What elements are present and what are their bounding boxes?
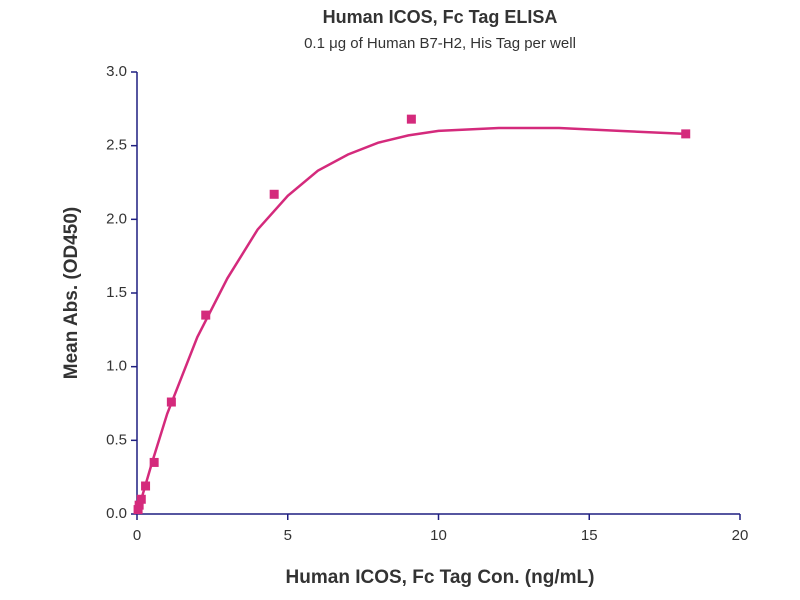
x-axis-label: Human ICOS, Fc Tag Con. (ng/mL) bbox=[286, 567, 595, 588]
data-point bbox=[406, 114, 416, 124]
y-tick-label: 0.5 bbox=[106, 431, 127, 448]
y-tick-label: 1.0 bbox=[106, 358, 127, 375]
data-point bbox=[201, 310, 211, 320]
x-tick-label: 10 bbox=[430, 527, 447, 544]
data-point bbox=[134, 500, 144, 510]
x-tick-label: 5 bbox=[284, 527, 292, 544]
y-tick-label: 3.0 bbox=[106, 63, 127, 80]
y-tick-label: 2.0 bbox=[106, 210, 127, 227]
chart-subtitle: 0.1 μg of Human B7-H2, His Tag per well bbox=[304, 35, 576, 52]
data-point bbox=[136, 494, 146, 504]
chart-title: Human ICOS, Fc Tag ELISA bbox=[323, 7, 558, 27]
x-tick-label: 0 bbox=[133, 527, 141, 544]
y-tick-label: 0.0 bbox=[106, 505, 127, 522]
y-tick-label: 2.5 bbox=[106, 137, 127, 154]
y-axis-label: Mean Abs. (OD450) bbox=[61, 207, 82, 379]
y-tick-label: 1.5 bbox=[106, 284, 127, 301]
x-tick-label: 15 bbox=[581, 527, 598, 544]
data-point bbox=[681, 129, 691, 139]
x-tick-label: 20 bbox=[732, 527, 749, 544]
fit-curve bbox=[135, 126, 686, 515]
data-point bbox=[141, 481, 151, 491]
data-point bbox=[166, 397, 176, 407]
data-point bbox=[269, 189, 279, 199]
data-point bbox=[149, 457, 159, 467]
